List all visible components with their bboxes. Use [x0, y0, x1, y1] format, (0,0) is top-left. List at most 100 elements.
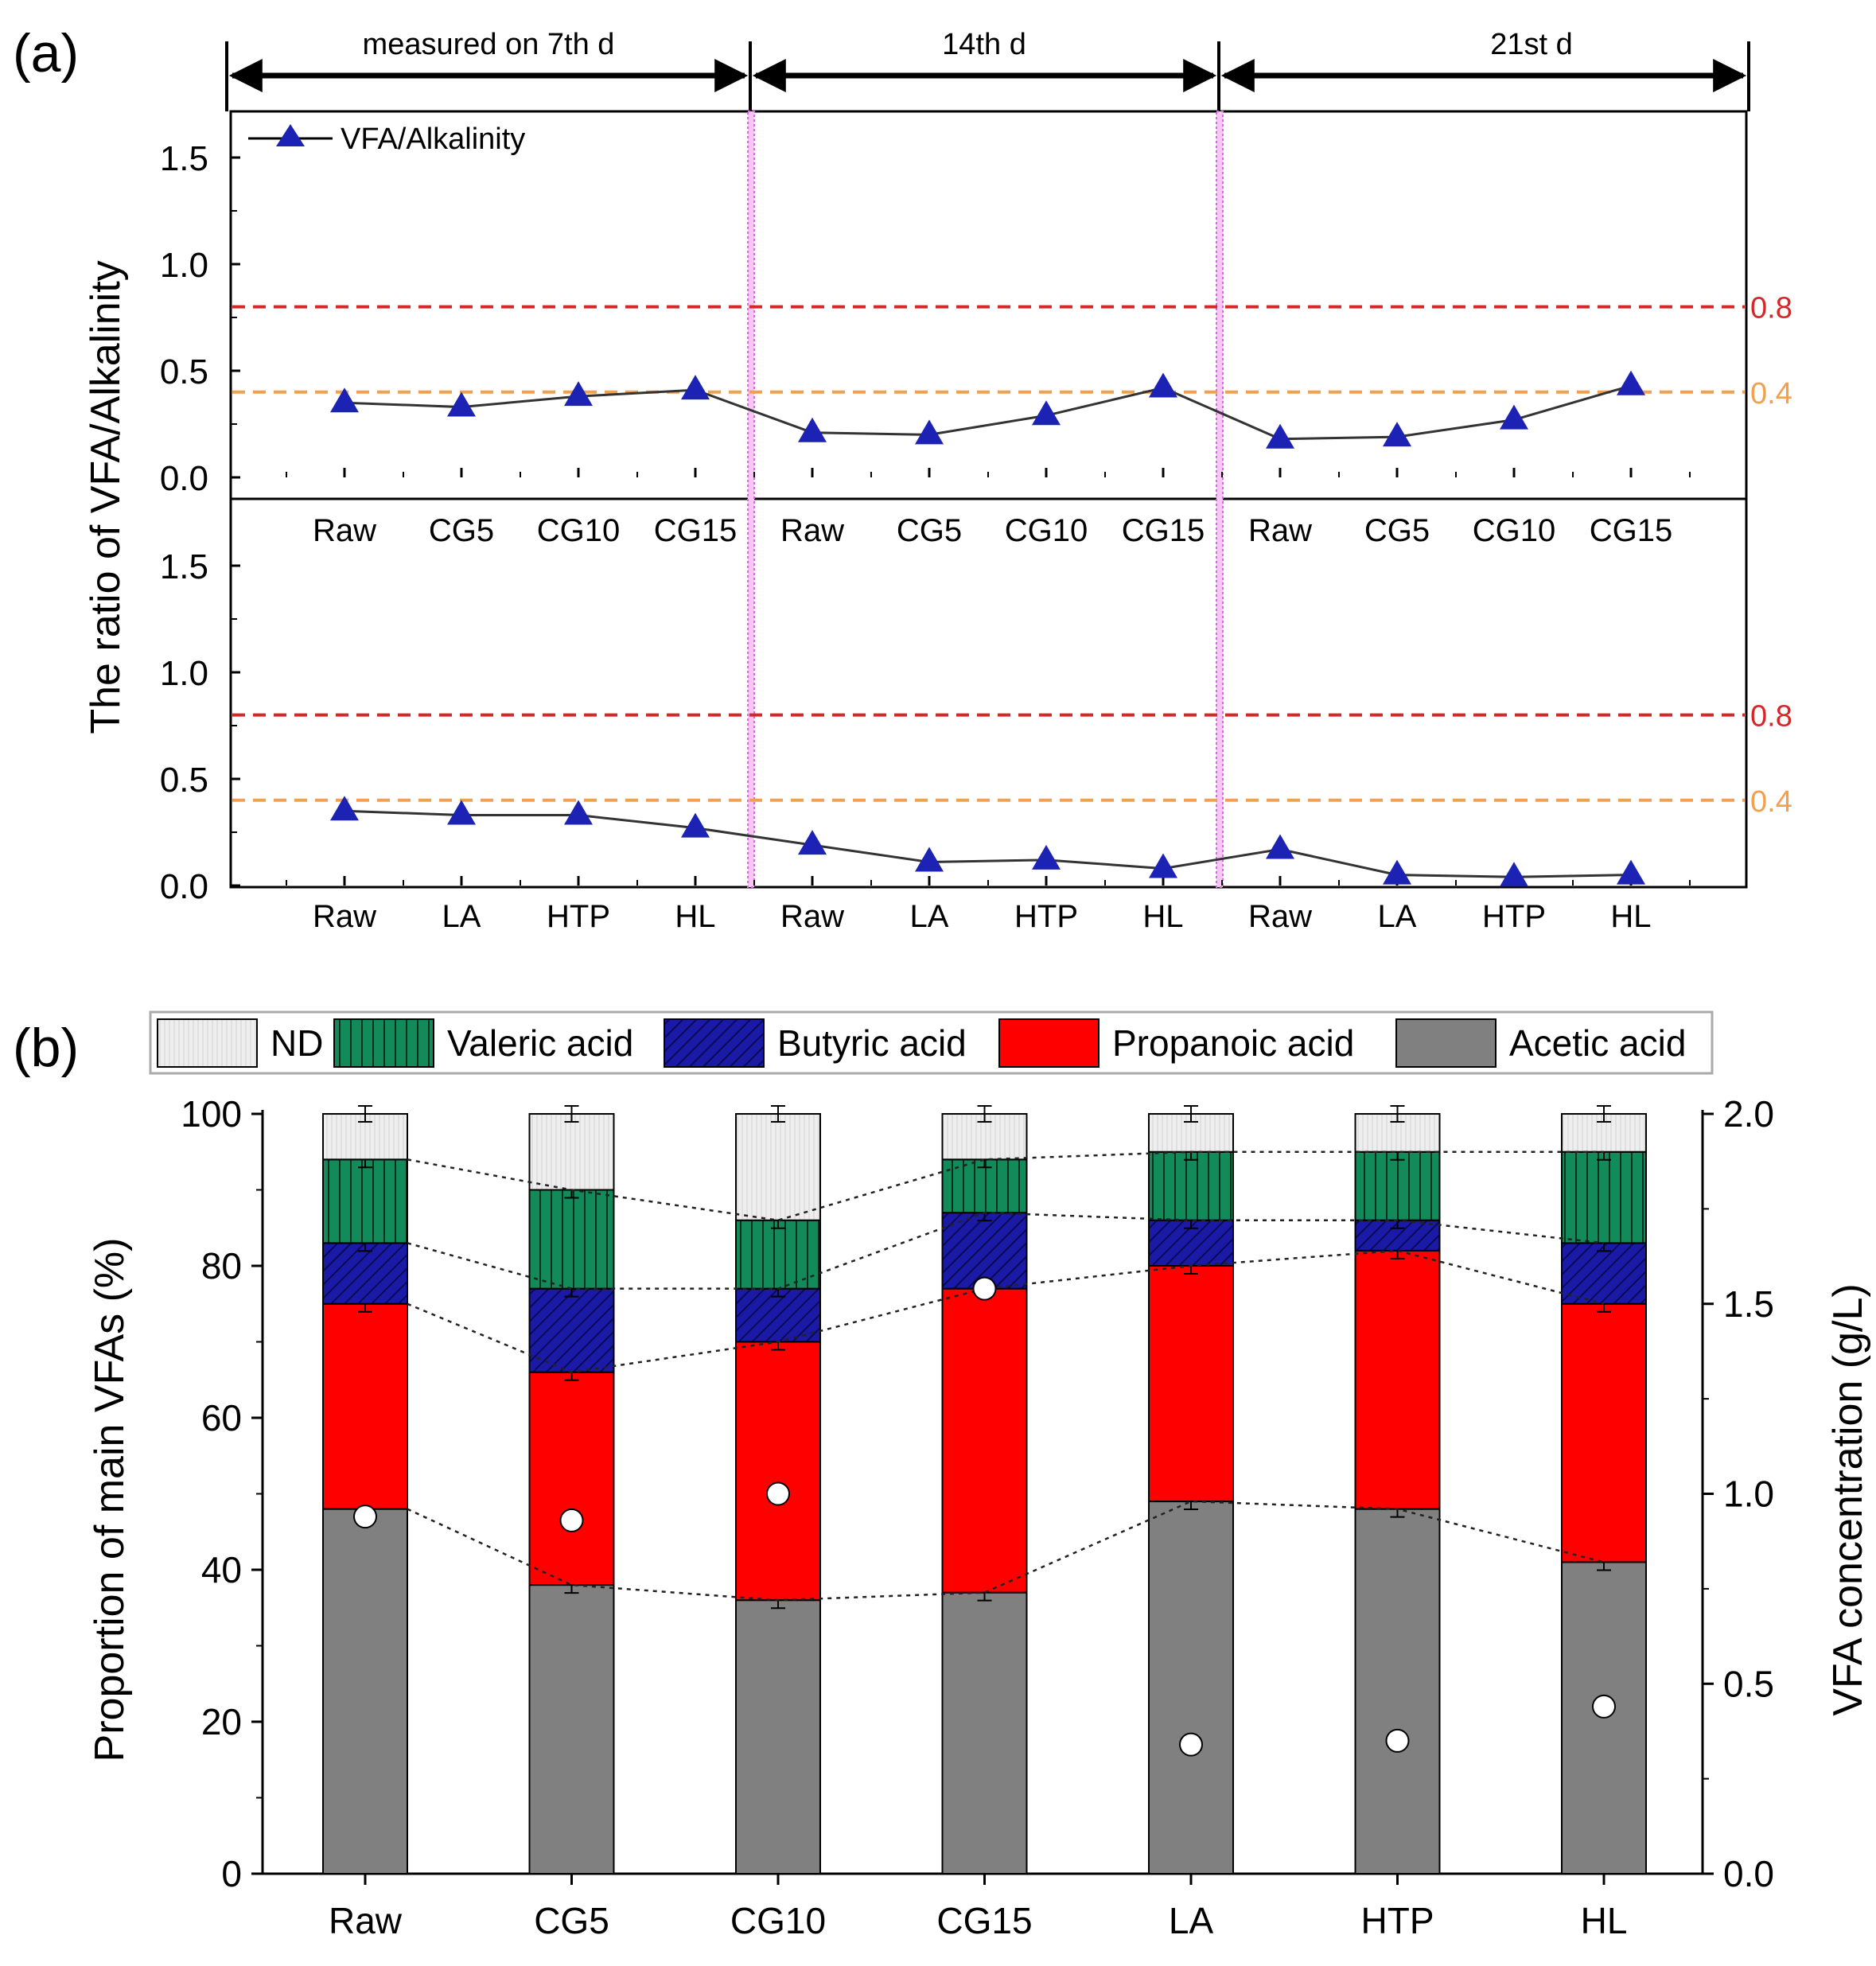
bar-segment-acetic-acid: [322, 1508, 408, 1875]
x-tick-label: Raw: [329, 1900, 403, 1941]
reference-label-upper: 0.8: [1750, 292, 1792, 325]
data-point-upper: [1149, 372, 1177, 398]
x-tick-label: CG15: [936, 1900, 1032, 1941]
series-line-upper: [344, 384, 1632, 441]
y-tick-label-right: 2.0: [1723, 1093, 1774, 1135]
x-tick-label-lower: LA: [1378, 899, 1417, 934]
bar-segment-acetic-acid: [1148, 1501, 1234, 1875]
legend-swatch-acetic: [1395, 1018, 1497, 1068]
panel-b-ylabel: Proportion of main VFAs (%): [87, 1238, 133, 1762]
data-point-upper: [1617, 370, 1645, 395]
data-point-upper: [447, 391, 476, 417]
y-tick-label-upper: 1.0: [160, 246, 208, 285]
reference-label-upper: 0.4: [1750, 377, 1792, 411]
data-point-upper: [330, 387, 359, 413]
data-point-lower: [1266, 834, 1294, 859]
x-tick-label-upper: CG15: [1122, 513, 1205, 548]
y-tick-label-right: 1.0: [1723, 1474, 1774, 1515]
bar-segment-valeric-acid: [322, 1158, 408, 1244]
x-tick-label-lower: LA: [442, 899, 481, 934]
vfa-concentration-point: [972, 1276, 997, 1301]
bar-segment-butyric-acid: [1561, 1242, 1647, 1305]
bar-segment-acetic-acid: [735, 1599, 821, 1875]
data-point-upper: [564, 381, 593, 407]
x-tick-label-lower: Raw: [1248, 899, 1312, 934]
bar-segment-valeric-acid: [528, 1189, 615, 1290]
y-tick-label-left: 60: [201, 1397, 242, 1438]
vfa-concentration-point: [353, 1505, 377, 1529]
bar-segment-valeric-acid: [1354, 1150, 1441, 1221]
vfa-concentration-point: [559, 1508, 584, 1532]
legend-swatch-propanoic: [998, 1018, 1100, 1068]
x-tick-label-lower: LA: [910, 899, 949, 934]
x-tick-label-upper: CG5: [429, 513, 494, 548]
x-tick-label: CG5: [534, 1900, 609, 1941]
bar-segment-propanoic-acid: [322, 1302, 408, 1510]
x-tick-label-upper: CG10: [1473, 513, 1556, 548]
vfa-concentration-point: [1179, 1732, 1203, 1757]
bar-segment-butyric-acid: [322, 1242, 408, 1305]
y-tick-label-left: 80: [201, 1245, 242, 1287]
legend-label-acetic: Acetic acid: [1509, 1022, 1686, 1064]
reference-label-lower: 0.4: [1750, 785, 1792, 819]
legend-swatch-butyric: [664, 1018, 765, 1068]
connector-dotted-line: [407, 1150, 1604, 1221]
data-point-lower: [564, 800, 593, 825]
data-point-lower: [1149, 853, 1177, 878]
x-tick-label-upper: CG5: [897, 513, 962, 548]
x-tick-label-lower: Raw: [780, 899, 844, 934]
panel-b-y2label: VFA concentration (g/L): [1825, 1283, 1871, 1715]
legend-label-nd: ND: [271, 1022, 323, 1064]
period-label-7th: measured on 7th d: [363, 28, 615, 61]
bar-segment-propanoic-acid: [528, 1371, 615, 1586]
series-line-lower: [344, 809, 1632, 878]
period-separator-1: [747, 111, 755, 888]
bar-segment-valeric-acid: [1561, 1150, 1647, 1244]
legend-label: VFA/Alkalinity: [341, 123, 525, 156]
x-tick-label-lower: Raw: [313, 899, 376, 934]
x-tick-label-upper: CG5: [1364, 513, 1430, 548]
data-point-lower: [1383, 859, 1411, 885]
x-tick-label-lower: HTP: [1482, 899, 1546, 934]
panel-a-lower-plot: 0.0 0.5 1.0 1.5 0.8 0.4 Raw LA HTP HL Raw LA HTP HL Ra…: [160, 547, 1792, 934]
x-tick-label-upper: CG15: [1590, 513, 1673, 548]
x-tick-label-lower: HL: [675, 899, 715, 934]
data-point-upper: [1383, 422, 1411, 447]
data-point-upper: [798, 417, 827, 442]
legend-label-butyric: Butyric acid: [777, 1022, 967, 1064]
x-tick-label: HTP: [1361, 1900, 1434, 1941]
x-tick-label-upper: Raw: [780, 513, 844, 548]
y-tick-label-lower: 1.5: [160, 547, 208, 586]
bar-segment-acetic-acid: [528, 1584, 615, 1875]
period-separator-2: [1216, 111, 1224, 888]
period-label-21st: 21st d: [1490, 28, 1573, 61]
data-point-lower: [447, 800, 476, 825]
x-tick-label-upper: CG10: [1005, 513, 1088, 548]
data-point-lower: [330, 796, 359, 821]
panel-a-label: (a): [13, 23, 79, 84]
y-tick-label-right: 0.5: [1723, 1663, 1774, 1704]
y-tick-label-upper: 0.5: [160, 352, 208, 391]
data-point-lower: [681, 812, 710, 838]
x-tick-label-upper: Raw: [313, 513, 376, 548]
y-tick-label-left: 0: [221, 1853, 242, 1894]
y-tick-label-upper: 1.5: [160, 139, 208, 178]
data-point-lower: [1500, 862, 1528, 887]
y-tick-label-upper: 0.0: [160, 459, 208, 498]
bar-segment-butyric-acid: [528, 1287, 615, 1373]
bar-segment-nd: [528, 1113, 615, 1191]
panel-a-ylabel: The ratio of VFA/Alkalinity: [83, 260, 129, 734]
y-tick-label-left: 100: [181, 1093, 242, 1135]
x-tick-label: CG10: [730, 1900, 826, 1941]
connector-dotted-line: [407, 1249, 1605, 1373]
vfa-concentration-point: [766, 1481, 790, 1506]
data-point-lower: [798, 830, 827, 855]
panel-b-label: (b): [13, 1018, 79, 1078]
panel-b-legend: ND Valeric acid Butyric acid Propanoic a…: [149, 1010, 1714, 1075]
legend-vfa-alkalinity: VFA/Alkalinity: [248, 123, 525, 156]
connector-dotted-line: [407, 1500, 1605, 1602]
legend-swatch-nd: [157, 1018, 258, 1068]
data-point-upper: [1500, 404, 1528, 430]
data-point-upper: [681, 375, 710, 400]
